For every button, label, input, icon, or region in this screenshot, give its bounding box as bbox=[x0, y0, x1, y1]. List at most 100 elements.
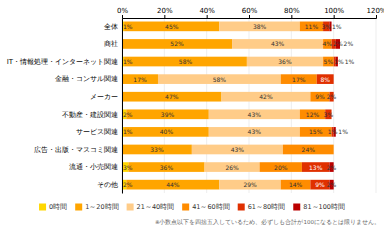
x-tick-label: 40% bbox=[199, 7, 215, 15]
bar-segment bbox=[124, 57, 247, 67]
data-label: 9% bbox=[315, 181, 325, 188]
y-tick: 流通・小売関連 bbox=[69, 163, 122, 171]
y-tick-label: 流通・小売関連 bbox=[69, 163, 118, 171]
x-tick: 40% bbox=[199, 7, 215, 18]
axis-domain bbox=[123, 15, 377, 19]
bar-segment bbox=[219, 180, 280, 190]
x-tick-label: 60% bbox=[242, 7, 258, 15]
bar-segment bbox=[333, 145, 334, 155]
data-label: 38% bbox=[253, 23, 267, 30]
grid bbox=[122, 18, 376, 193]
data-label: 3% bbox=[123, 164, 133, 171]
legend-label: 21～40時間 bbox=[137, 203, 175, 211]
y-tick: 全体 bbox=[104, 23, 122, 31]
bar-segment bbox=[122, 74, 158, 84]
bar-segment bbox=[126, 109, 209, 119]
data-label: 33% bbox=[150, 146, 164, 153]
data-label: 36% bbox=[160, 164, 174, 171]
x-tick-mark bbox=[334, 15, 335, 18]
data-label: 1% bbox=[123, 23, 133, 30]
data-label: 47% bbox=[165, 93, 179, 100]
data-label: 2% bbox=[123, 111, 133, 118]
bar-segment bbox=[323, 57, 334, 67]
data-label: 40% bbox=[160, 128, 174, 135]
data-label: 43% bbox=[271, 40, 285, 47]
data-label: 45% bbox=[165, 23, 179, 30]
data-label: 1% bbox=[338, 128, 348, 135]
data-label: 1% bbox=[328, 128, 338, 135]
bar-segment bbox=[300, 22, 323, 32]
bar-segment bbox=[219, 22, 299, 32]
data-label: 1% bbox=[334, 58, 344, 65]
data-label: 43% bbox=[248, 128, 262, 135]
data-label: 43% bbox=[248, 111, 262, 118]
x-tick: 0% bbox=[117, 7, 128, 18]
bar-segment bbox=[281, 74, 317, 84]
legend-swatch bbox=[39, 204, 46, 211]
x-tick-label: 100% bbox=[324, 7, 344, 15]
legend-item: 61～80時間 bbox=[238, 203, 286, 211]
x-tick: 120% bbox=[366, 7, 384, 18]
bar-segment bbox=[333, 74, 334, 84]
data-label: 42% bbox=[259, 93, 273, 100]
data-label: 1% bbox=[123, 58, 133, 65]
x-tick-label: 20% bbox=[157, 7, 173, 15]
y-tick-label: IT・情報処理・インターネット関連 bbox=[7, 58, 118, 66]
legend-swatch bbox=[182, 204, 189, 211]
x-tick-mark bbox=[376, 15, 377, 18]
x-tick: 80% bbox=[284, 7, 300, 18]
data-label: 2% bbox=[327, 164, 337, 171]
bar-segment bbox=[232, 39, 323, 49]
data-label: 17% bbox=[133, 76, 147, 83]
data-label: 26% bbox=[225, 164, 239, 171]
data-label: 11% bbox=[305, 23, 319, 30]
data-label: 13% bbox=[309, 164, 323, 171]
data-label: 29% bbox=[243, 181, 257, 188]
bar-segment bbox=[209, 109, 300, 119]
legend-swatch bbox=[293, 204, 300, 211]
bar-segment bbox=[302, 162, 330, 172]
bar-segment bbox=[300, 109, 325, 119]
legend-item: 81～100時間 bbox=[293, 203, 345, 211]
bar-segment bbox=[158, 74, 281, 84]
x-tick-mark bbox=[207, 15, 208, 18]
legend-item: 41～60時間 bbox=[182, 203, 230, 211]
y-tick-label: その他 bbox=[97, 181, 118, 189]
y-tick: 不動産・建設関連 bbox=[62, 111, 122, 119]
bar-segment bbox=[323, 39, 331, 49]
data-label: 2% bbox=[333, 40, 343, 47]
grid-line bbox=[376, 18, 377, 193]
data-label: 52% bbox=[170, 40, 184, 47]
data-label: 1% bbox=[345, 58, 355, 65]
data-label: 2% bbox=[327, 181, 337, 188]
bar-segment bbox=[128, 162, 204, 172]
bar-segment bbox=[126, 180, 219, 190]
bar-segment bbox=[209, 127, 300, 137]
data-label: 9% bbox=[315, 93, 325, 100]
legend-item: 1～20時間 bbox=[75, 203, 118, 211]
legend-label: 41～60時間 bbox=[192, 203, 230, 211]
legend-item: 21～40時間 bbox=[127, 203, 175, 211]
data-label: 5% bbox=[324, 58, 334, 65]
data-label: 8% bbox=[320, 76, 330, 83]
y-tick-label: 不動産・建設関連 bbox=[62, 111, 118, 119]
y-tick: サービス関連 bbox=[76, 128, 122, 136]
y-tick-label: サービス関連 bbox=[76, 128, 118, 136]
legend-swatch bbox=[75, 204, 82, 211]
data-label: 2% bbox=[344, 40, 354, 47]
bars bbox=[122, 22, 340, 190]
bar-segment bbox=[124, 22, 219, 32]
x-tick-label: 0% bbox=[117, 7, 128, 15]
x-tick: 60% bbox=[242, 7, 258, 18]
y-tick-label: 商社 bbox=[104, 40, 118, 48]
data-label: 1% bbox=[123, 128, 133, 135]
x-tick: 20% bbox=[157, 7, 173, 18]
data-label: 1% bbox=[332, 23, 342, 30]
bar-segment bbox=[192, 145, 283, 155]
data-label: 43% bbox=[231, 146, 245, 153]
chart: 0% 20% 40% 60% 80% 100% 120% 全体商社 IT・情報処理・インターネッ… bbox=[0, 0, 384, 229]
data-label: 2% bbox=[123, 181, 133, 188]
data-label: 39% bbox=[161, 111, 175, 118]
data-label: 17% bbox=[292, 76, 306, 83]
data-label: 44% bbox=[166, 181, 180, 188]
